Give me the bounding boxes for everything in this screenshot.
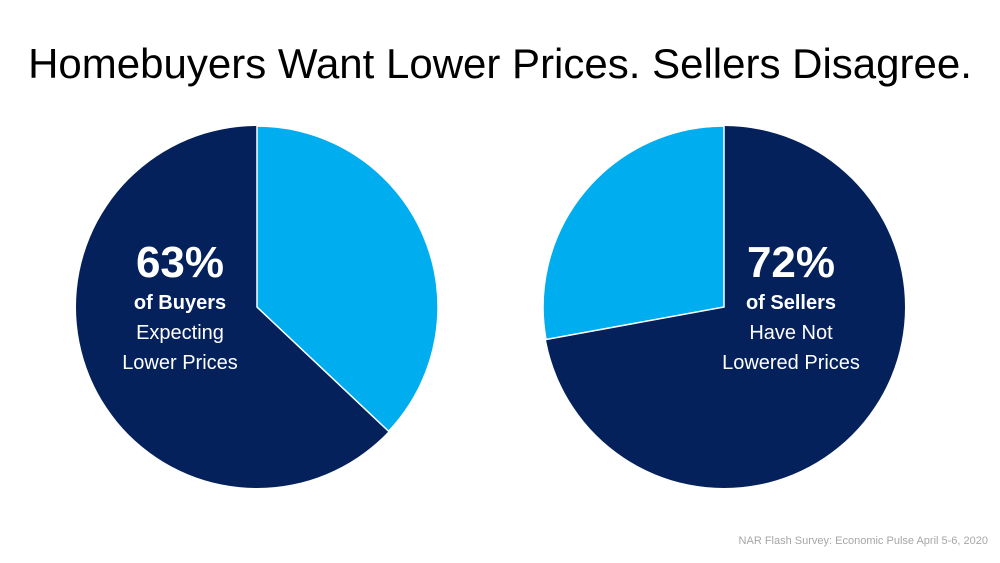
chart-title: Homebuyers Want Lower Prices. Sellers Di… xyxy=(28,40,972,87)
buyers-label-line3: Lower Prices xyxy=(122,352,238,374)
sellers-light-slice xyxy=(542,125,725,341)
buyers-light-slice xyxy=(256,125,439,433)
sellers-label: 72% of Sellers Have Not Lowered Prices xyxy=(708,238,874,378)
buyers-label-line2: Expecting xyxy=(136,322,224,344)
sellers-label-line2: Have Not xyxy=(749,322,833,344)
sellers-label-line1: of Sellers xyxy=(745,292,837,314)
sellers-pie xyxy=(542,125,905,488)
buyers-pie xyxy=(76,125,439,488)
source-note: NAR Flash Survey: Economic Pulse April 5… xyxy=(738,535,988,547)
sellers-label-line3: Lowered Prices xyxy=(722,352,860,374)
buyers-percent: 63% xyxy=(135,238,225,287)
sellers-percent: 72% xyxy=(746,238,836,287)
buyers-label: 63% of Buyers Expecting Lower Prices xyxy=(105,238,255,378)
buyers-label-line1: of Buyers xyxy=(133,292,227,314)
